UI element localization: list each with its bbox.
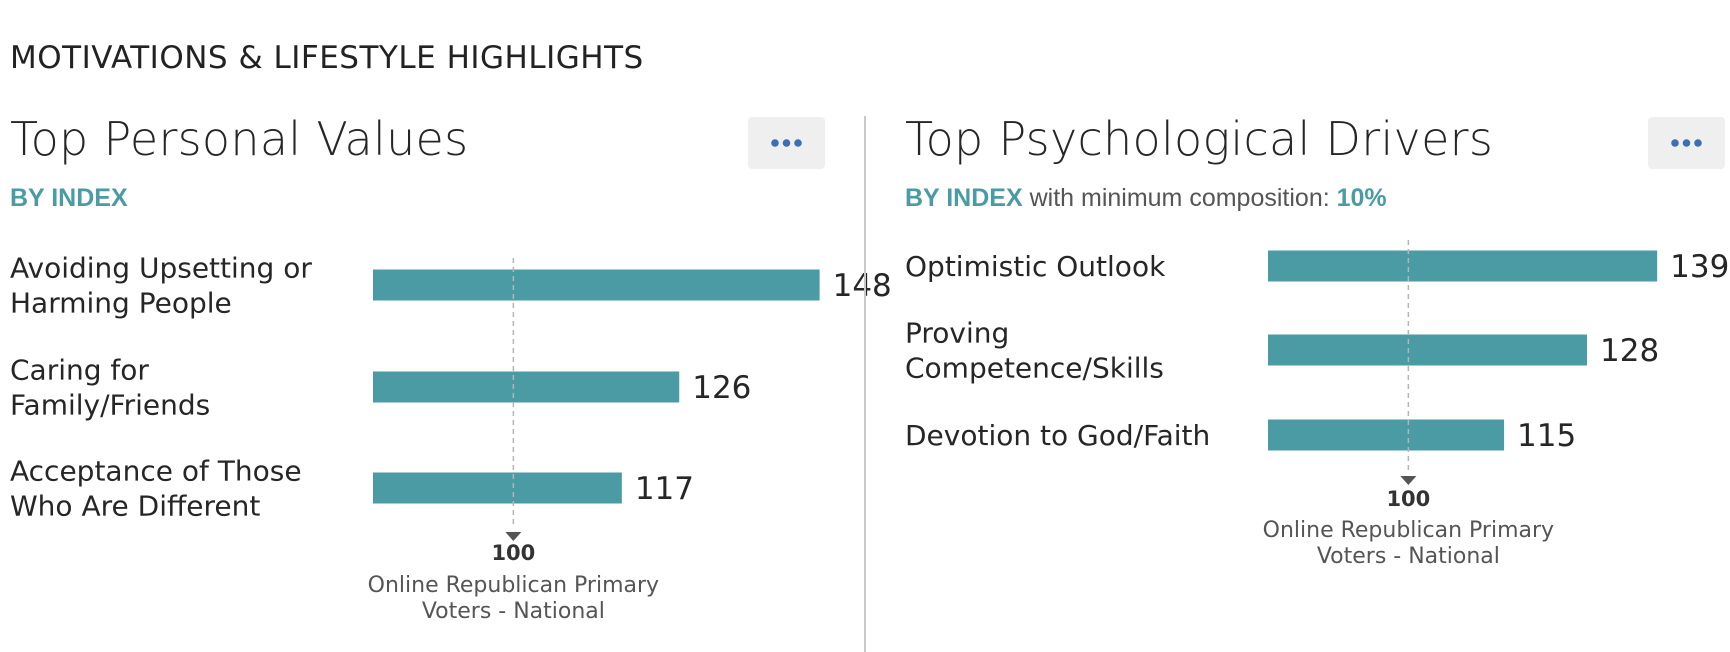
subtitle-accent: BY INDEX: [905, 184, 1023, 212]
more-horizontal-icon: [771, 139, 802, 147]
bar: [1268, 334, 1587, 366]
bar: [373, 371, 680, 403]
value-label: 115: [1517, 418, 1576, 454]
panel-title: Top Psychological Drivers: [905, 112, 1494, 166]
value-label: 126: [692, 370, 751, 406]
baseline-marker-icon: [505, 532, 522, 541]
value-label: 139: [1670, 249, 1729, 285]
category-label: Acceptance of Those Who Are Different: [10, 455, 302, 523]
subtitle-text: with minimum composition:: [1022, 184, 1337, 212]
category-label: Caring for Family/Friends: [10, 354, 210, 422]
baseline-caption: Online Republican Primary: [1263, 518, 1554, 543]
subtitle-value: 10%: [1336, 184, 1387, 212]
baseline-caption: Voters - National: [1317, 544, 1500, 569]
more-options-button[interactable]: [1648, 117, 1725, 169]
category-label: Optimistic Outlook: [905, 250, 1166, 283]
bar: [1268, 419, 1505, 451]
value-label: 148: [833, 268, 892, 304]
bar: [373, 472, 622, 504]
more-horizontal-icon: [1671, 139, 1702, 147]
category-label: Devotion to God/Faith: [905, 419, 1210, 452]
value-label: 128: [1600, 333, 1659, 369]
subtitle-accent: BY INDEX: [10, 184, 128, 212]
value-label: 117: [635, 471, 694, 507]
baseline-marker-icon: [1400, 476, 1417, 485]
panel-divider: [864, 116, 866, 652]
bar-chart-personal-values: Avoiding Upsetting or Harming People 148 Ca…: [10, 252, 892, 625]
baseline-tick-label: 100: [1386, 487, 1430, 511]
chart-subtitle: BY INDEX with minimum composition: 10%: [905, 184, 1387, 213]
section-title: MOTIVATIONS & LIFESTYLE HIGHLIGHTS: [10, 40, 644, 76]
baseline-caption: Online Republican Primary: [368, 573, 659, 598]
category-label: Proving Competence/Skills: [905, 317, 1164, 385]
baseline-tick-label: 100: [491, 541, 535, 565]
baseline-caption: Voters - National: [422, 599, 605, 624]
panel-title: Top Personal Values: [10, 112, 469, 166]
category-label: Avoiding Upsetting or Harming People: [10, 252, 312, 320]
bar: [373, 269, 820, 301]
chart-subtitle: BY INDEX: [10, 184, 128, 213]
bar-chart-psychological-drivers: Optimistic Outlook 139 Proving Competence/S…: [905, 240, 1729, 569]
bar: [1268, 250, 1658, 282]
more-options-button[interactable]: [748, 117, 825, 169]
